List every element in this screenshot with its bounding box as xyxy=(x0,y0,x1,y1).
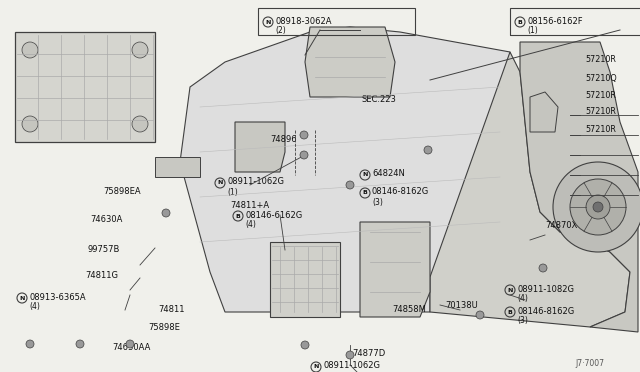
Polygon shape xyxy=(530,92,558,132)
Circle shape xyxy=(346,351,354,359)
Text: (1): (1) xyxy=(527,26,538,35)
Text: 70138U: 70138U xyxy=(445,301,477,310)
Circle shape xyxy=(593,202,603,212)
Text: 57210R: 57210R xyxy=(585,125,616,135)
Circle shape xyxy=(162,209,170,217)
Text: SEC.223: SEC.223 xyxy=(362,96,397,105)
Text: 74630AA: 74630AA xyxy=(112,343,150,353)
Text: N: N xyxy=(314,365,319,369)
Circle shape xyxy=(424,146,432,154)
Text: N: N xyxy=(218,180,223,186)
Text: (4): (4) xyxy=(245,221,256,230)
Text: (1): (1) xyxy=(227,187,237,196)
Polygon shape xyxy=(360,222,430,317)
Polygon shape xyxy=(270,242,340,317)
Text: 08146-6162G: 08146-6162G xyxy=(245,211,302,219)
Text: 64824N: 64824N xyxy=(372,170,405,179)
Circle shape xyxy=(539,264,547,272)
Text: N: N xyxy=(362,173,368,177)
Text: 99757B: 99757B xyxy=(88,246,120,254)
Text: 74877D: 74877D xyxy=(352,349,385,357)
Circle shape xyxy=(586,195,610,219)
Polygon shape xyxy=(305,27,395,97)
Circle shape xyxy=(132,42,148,58)
Text: 57210R: 57210R xyxy=(585,90,616,99)
Text: 74811G: 74811G xyxy=(85,270,118,279)
Text: 75898EA: 75898EA xyxy=(103,187,141,196)
Circle shape xyxy=(22,116,38,132)
Text: 57210Q: 57210Q xyxy=(585,74,617,83)
Text: 57210R: 57210R xyxy=(585,55,616,64)
Circle shape xyxy=(300,151,308,159)
Polygon shape xyxy=(520,42,638,332)
Text: N: N xyxy=(266,19,271,25)
Text: B: B xyxy=(518,19,522,25)
Text: 08156-6162F: 08156-6162F xyxy=(527,16,582,26)
Text: B: B xyxy=(508,310,513,314)
Circle shape xyxy=(76,340,84,348)
Circle shape xyxy=(476,311,484,319)
Polygon shape xyxy=(430,52,630,327)
Polygon shape xyxy=(15,32,155,142)
Polygon shape xyxy=(235,122,285,172)
Circle shape xyxy=(132,116,148,132)
Text: 08911-1082G: 08911-1082G xyxy=(517,285,574,294)
Text: (2): (2) xyxy=(275,26,285,35)
Circle shape xyxy=(300,131,308,139)
Circle shape xyxy=(301,341,309,349)
Text: N: N xyxy=(19,295,25,301)
Text: (3): (3) xyxy=(517,317,528,326)
Bar xyxy=(258,8,415,35)
Circle shape xyxy=(22,42,38,58)
Text: 74811+A: 74811+A xyxy=(230,201,269,209)
Text: 08913-6365A: 08913-6365A xyxy=(29,292,86,301)
Polygon shape xyxy=(180,27,530,312)
Text: (4): (4) xyxy=(517,295,528,304)
Text: (3): (3) xyxy=(372,198,383,206)
Text: B: B xyxy=(363,190,367,196)
Text: 74896: 74896 xyxy=(270,135,296,144)
Circle shape xyxy=(126,340,134,348)
Circle shape xyxy=(26,340,34,348)
Text: 74630A: 74630A xyxy=(90,215,122,224)
Text: N: N xyxy=(508,288,513,292)
Text: 08146-8162G: 08146-8162G xyxy=(517,307,574,315)
Bar xyxy=(510,8,640,35)
Text: 75898E: 75898E xyxy=(148,324,180,333)
Text: J7·7007: J7·7007 xyxy=(575,359,604,368)
Text: (4): (4) xyxy=(29,302,40,311)
Text: 74858M: 74858M xyxy=(392,305,426,314)
Text: 74870X: 74870X xyxy=(545,221,577,230)
Text: 08146-8162G: 08146-8162G xyxy=(372,187,429,196)
Text: 57210R: 57210R xyxy=(585,108,616,116)
Text: B: B xyxy=(236,214,241,218)
Circle shape xyxy=(553,162,640,252)
Text: 08918-3062A: 08918-3062A xyxy=(275,16,332,26)
Circle shape xyxy=(570,179,626,235)
Circle shape xyxy=(346,181,354,189)
Polygon shape xyxy=(155,157,200,177)
Text: 08911-1062G: 08911-1062G xyxy=(227,177,284,186)
Text: 08911-1062G: 08911-1062G xyxy=(323,362,380,371)
Text: 74811: 74811 xyxy=(158,305,184,314)
